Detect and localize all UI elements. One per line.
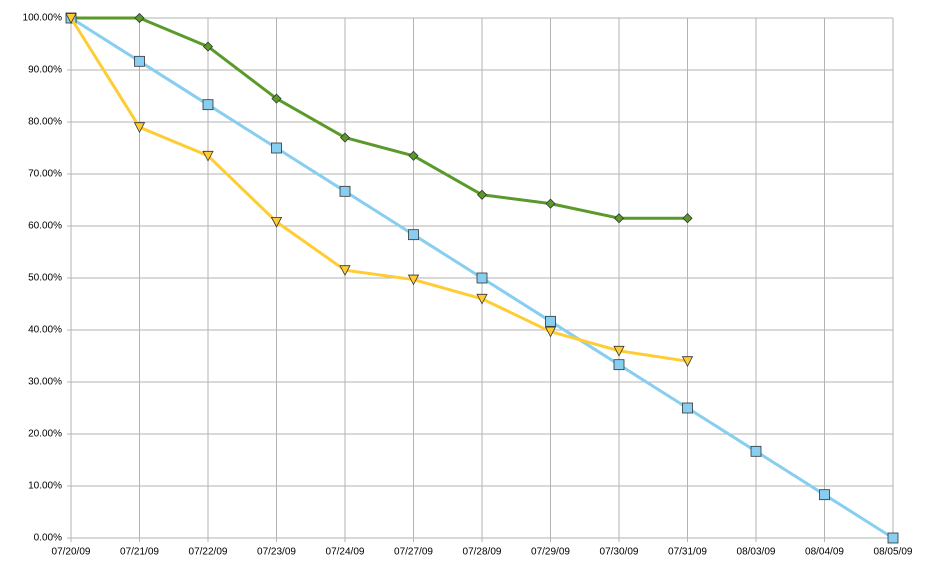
x-tick-label: 07/30/09 xyxy=(600,547,639,558)
marker xyxy=(545,198,556,209)
y-tick-label: 70.00% xyxy=(28,169,62,180)
marker xyxy=(202,150,214,162)
marker xyxy=(682,213,693,224)
marker xyxy=(134,12,145,24)
marker xyxy=(681,356,694,368)
marker xyxy=(544,326,557,338)
marker xyxy=(887,532,899,544)
marker xyxy=(613,359,625,371)
x-tick-label: 07/22/09 xyxy=(189,547,228,558)
marker xyxy=(545,315,556,327)
x-tick-label: 07/29/09 xyxy=(531,547,570,558)
x-tick-label: 08/05/09 xyxy=(874,547,913,558)
x-tick-label: 08/03/09 xyxy=(737,547,776,558)
marker xyxy=(133,122,146,134)
series-line xyxy=(71,16,688,220)
marker xyxy=(408,229,419,241)
y-tick-label: 90.00% xyxy=(28,65,62,76)
x-tick-label: 07/28/09 xyxy=(463,547,502,558)
y-tick-label: 100.00% xyxy=(23,13,63,24)
marker xyxy=(476,272,488,284)
y-tick-label: 10.00% xyxy=(28,481,62,492)
marker xyxy=(339,265,351,277)
x-tick-label: 08/04/09 xyxy=(805,547,844,558)
y-tick-label: 30.00% xyxy=(28,377,62,388)
y-tick-label: 20.00% xyxy=(28,429,62,440)
marker xyxy=(134,55,145,67)
y-tick-label: 60.00% xyxy=(28,221,62,232)
x-tick-label: 07/23/09 xyxy=(257,547,296,558)
marker xyxy=(270,216,283,228)
x-tick-label: 07/31/09 xyxy=(668,547,707,558)
marker xyxy=(339,132,351,143)
marker xyxy=(682,402,693,414)
marker xyxy=(613,345,625,357)
marker xyxy=(339,185,351,197)
x-tick-label: 07/24/09 xyxy=(326,547,365,558)
y-tick-label: 50.00% xyxy=(28,273,62,284)
marker xyxy=(819,489,830,501)
marker xyxy=(65,13,77,24)
x-tick-label: 07/20/09 xyxy=(52,547,91,558)
marker xyxy=(271,93,282,104)
marker xyxy=(408,150,419,161)
marker xyxy=(750,445,762,457)
marker xyxy=(407,274,420,286)
marker xyxy=(613,213,625,224)
marker xyxy=(476,189,488,200)
marker xyxy=(476,293,488,305)
marker xyxy=(202,99,214,111)
marker xyxy=(271,142,282,154)
y-tick-label: 40.00% xyxy=(28,325,62,336)
x-tick-label: 07/27/09 xyxy=(394,547,433,558)
marker xyxy=(202,41,214,52)
x-tick-label: 07/21/09 xyxy=(120,547,159,558)
y-tick-label: 0.00% xyxy=(34,533,62,544)
y-tick-label: 80.00% xyxy=(28,117,62,128)
series-line xyxy=(69,17,688,363)
